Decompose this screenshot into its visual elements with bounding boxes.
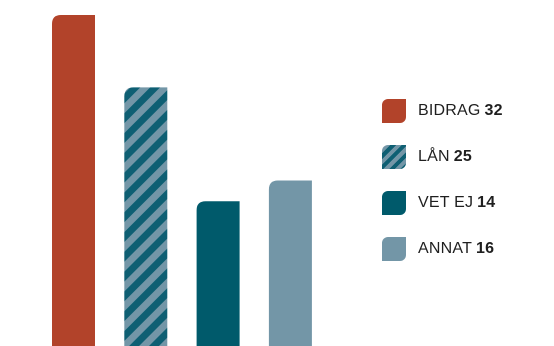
legend-item-bidrag: BIDRAG 32 [382, 98, 503, 124]
legend-swatch-bidrag [382, 99, 406, 123]
legend-value-lan: 25 [453, 148, 472, 165]
legend-item-vet-ej: VET EJ 14 [382, 190, 503, 216]
bar-annat [268, 180, 312, 346]
legend-value-vet-ej: 14 [477, 194, 496, 211]
bar-bidrag [52, 15, 95, 346]
legend-label-vet-ej: VET EJ [418, 194, 474, 211]
legend-swatch-vet-ej [382, 191, 406, 215]
chart-legend: BIDRAG 32 LÅN 25 VET EJ 14 ANNAT 16 [382, 98, 503, 262]
legend-value-bidrag: 32 [484, 102, 503, 119]
bar-l-n [124, 87, 168, 346]
bar-vet-ej [196, 201, 240, 346]
legend-label-lan: LÅN [418, 148, 450, 165]
legend-swatch-lan [382, 145, 406, 169]
legend-item-lan: LÅN 25 [382, 144, 503, 170]
legend-value-annat: 16 [476, 240, 495, 257]
legend-item-annat: ANNAT 16 [382, 236, 503, 262]
legend-label-bidrag: BIDRAG [418, 102, 481, 119]
legend-label-annat: ANNAT [418, 240, 473, 257]
legend-swatch-annat [382, 237, 406, 261]
